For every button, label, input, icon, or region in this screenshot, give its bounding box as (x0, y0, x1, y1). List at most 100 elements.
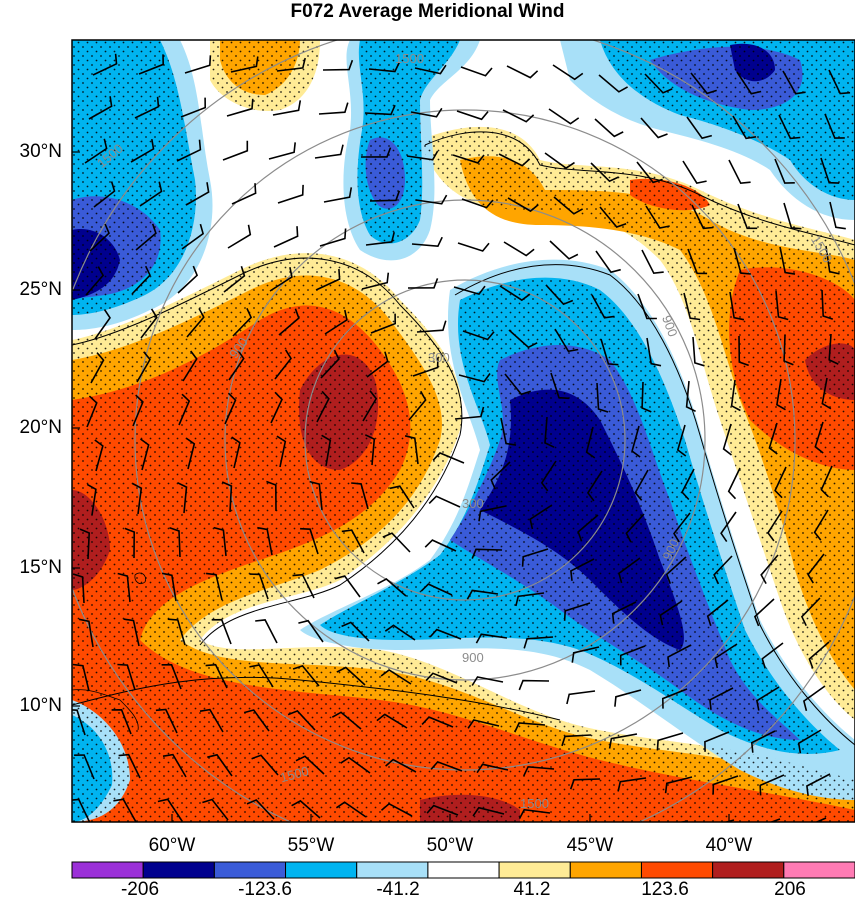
wind-barb (211, 618, 232, 645)
wind-barb (659, 600, 683, 626)
wind-barb (585, 426, 596, 459)
wind-barb (90, 352, 105, 384)
ring-label: 900 (659, 313, 681, 339)
wind-barb (690, 72, 717, 95)
wind-barb (287, 709, 316, 731)
wind-barb (72, 663, 90, 692)
colorbar-swatch (356, 861, 429, 879)
colorbar-swatch (71, 861, 144, 879)
wind-barb (561, 734, 592, 747)
wind-barb (756, 686, 780, 711)
colorbar-swatch (783, 861, 855, 879)
wind-barb (634, 469, 649, 501)
wind-barb (641, 381, 652, 413)
wind-barb (291, 799, 321, 819)
wind-barb (366, 351, 389, 378)
wind-barb (570, 558, 595, 581)
wind-barb (452, 154, 485, 164)
wind-barb (552, 64, 584, 81)
wind-barb (507, 197, 539, 213)
wind-barb (336, 666, 366, 686)
wind-barb (631, 425, 641, 458)
wind-barb (714, 643, 738, 669)
wind-barb (548, 108, 580, 125)
wind-barb (167, 618, 186, 646)
wind-barb (637, 293, 657, 320)
wind-barb (205, 663, 228, 689)
lon-label-40w: 40°W (705, 835, 753, 856)
wind-barb (457, 242, 490, 252)
wind-barb (632, 821, 642, 822)
wind-barb (334, 575, 361, 598)
wind-barb (231, 436, 241, 469)
wind-barb (321, 434, 332, 467)
wind-barb (682, 160, 707, 184)
wind-barb (255, 619, 278, 644)
wind-barb (157, 798, 183, 822)
wind-barb (569, 821, 586, 822)
wind-barb (84, 138, 108, 164)
wind-barb (132, 482, 143, 515)
wind-barb (554, 328, 579, 353)
wind-barb (566, 690, 596, 705)
wind-barb (362, 390, 378, 422)
wind-barb (737, 203, 758, 230)
wind-barb (759, 774, 785, 796)
wind-barb (382, 532, 411, 553)
wind-barb (135, 223, 157, 251)
wind-barb (425, 672, 458, 684)
wind-barb (730, 379, 741, 412)
wind-barb (549, 240, 579, 260)
wind-barb (453, 285, 486, 296)
wind-barb (72, 709, 86, 736)
wind-barb (750, 730, 776, 753)
wind-barb (599, 206, 627, 228)
wind-barb (713, 555, 733, 585)
colorbar-swatch (712, 861, 785, 879)
wind-barb (221, 481, 233, 513)
wind-barb (676, 424, 687, 457)
wind-barb (161, 664, 182, 690)
wind-barb (364, 104, 396, 116)
wind-barb (640, 117, 668, 139)
wind-barb (182, 350, 198, 382)
wind-barb (176, 139, 202, 162)
wind-barb (273, 226, 299, 248)
wind-barb (416, 320, 447, 333)
wind-barb (563, 602, 591, 621)
wind-barb (478, 505, 507, 522)
wind-barb (93, 181, 116, 208)
wind-barb (644, 73, 673, 94)
wind-barb (292, 573, 315, 599)
wind-barb (316, 390, 330, 423)
wind-barb (411, 236, 443, 248)
wind-barb (426, 804, 459, 816)
wind-barb (729, 291, 745, 321)
wind-barb (270, 391, 283, 424)
wind-barb (686, 116, 713, 140)
wind-barb (768, 422, 778, 455)
wind-barb (462, 330, 495, 341)
wind-barb (155, 708, 178, 734)
wind-barb (608, 733, 638, 749)
wind-barb (458, 373, 491, 383)
wind-barb (227, 224, 252, 249)
wind-barb (432, 452, 465, 464)
wind-barb (111, 708, 132, 735)
wind-barb (529, 504, 553, 530)
wind-barb (341, 621, 370, 642)
wind-barb (727, 467, 741, 500)
wind-barb (738, 335, 749, 367)
wind-barb (782, 70, 806, 95)
wind-barb (185, 182, 210, 206)
wind-barb (656, 732, 684, 751)
wind-barb (618, 557, 641, 584)
wind-barb (228, 349, 245, 381)
wind-barb (467, 719, 500, 729)
colorbar-label: 123.6 (641, 879, 689, 900)
wind-barb (365, 232, 395, 246)
wind-barb (113, 798, 137, 822)
lon-label-50w: 50°W (426, 835, 474, 856)
wind-barb (364, 434, 376, 466)
wind-barb (276, 435, 287, 468)
